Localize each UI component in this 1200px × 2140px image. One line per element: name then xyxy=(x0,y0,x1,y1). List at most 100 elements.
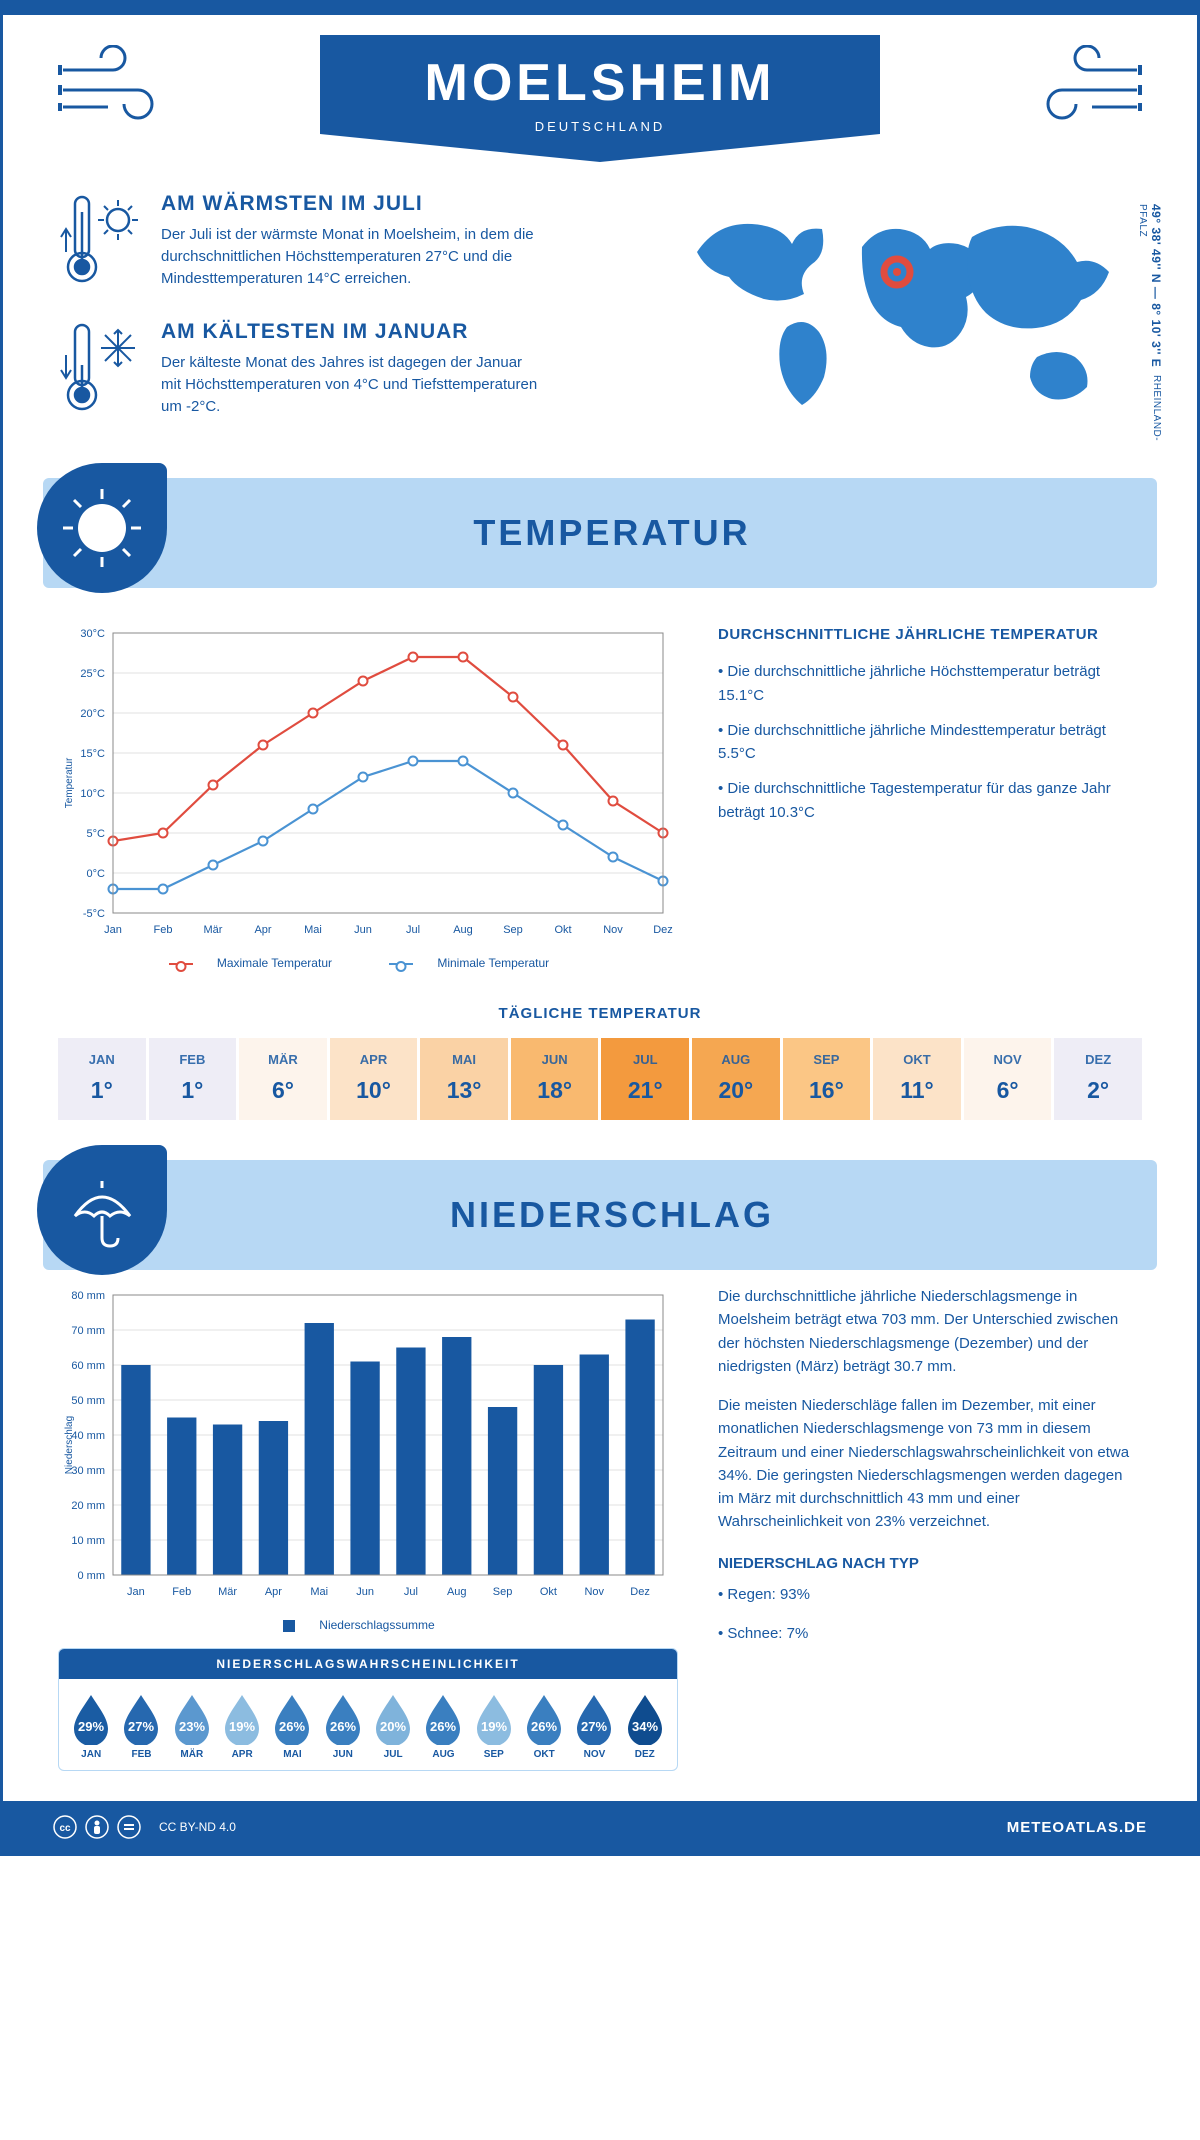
probability-drop: 26%MAI xyxy=(268,1693,316,1760)
svg-text:27%: 27% xyxy=(581,1719,607,1734)
annual-temp-bullet: • Die durchschnittliche jährliche Mindes… xyxy=(718,719,1142,766)
precip-body: 0 mm10 mm20 mm30 mm40 mm50 mm60 mm70 mm8… xyxy=(3,1270,1197,1801)
svg-text:20 mm: 20 mm xyxy=(71,1500,105,1512)
header-area: MOELSHEIM DEUTSCHLAND xyxy=(3,15,1197,162)
svg-text:23%: 23% xyxy=(179,1719,205,1734)
temperature-section-header: TEMPERATUR xyxy=(43,478,1157,588)
daily-temperature-section: TÄGLICHE TEMPERATUR JAN1°FEB1°MÄR6°APR10… xyxy=(3,1005,1197,1150)
svg-text:19%: 19% xyxy=(481,1719,507,1734)
svg-text:80 mm: 80 mm xyxy=(71,1290,105,1302)
svg-text:Jan: Jan xyxy=(104,924,122,936)
svg-text:Okt: Okt xyxy=(540,1586,557,1598)
probability-drop: 26%JUN xyxy=(319,1693,367,1760)
daily-temp-cell: MÄR6° xyxy=(239,1038,327,1120)
annual-temp-title: DURCHSCHNITTLICHE JÄHRLICHE TEMPERATUR xyxy=(718,623,1142,646)
svg-text:-5°C: -5°C xyxy=(83,908,105,920)
svg-text:0 mm: 0 mm xyxy=(78,1570,106,1582)
svg-text:70 mm: 70 mm xyxy=(71,1325,105,1337)
coordinates: 49° 38' 49'' N — 8° 10' 3'' E RHEINLAND-… xyxy=(1135,204,1163,448)
svg-text:Nov: Nov xyxy=(603,924,623,936)
wind-icon xyxy=(58,45,178,130)
svg-text:15°C: 15°C xyxy=(80,748,105,760)
intro-section: AM WÄRMSTEN IM JULI Der Juli ist der wär… xyxy=(3,162,1197,468)
infographic-page: MOELSHEIM DEUTSCHLAND AM WÄRMSTEN IM JUL… xyxy=(0,0,1200,1856)
city-title: MOELSHEIM xyxy=(320,53,880,113)
svg-text:10°C: 10°C xyxy=(80,788,105,800)
svg-text:40 mm: 40 mm xyxy=(71,1430,105,1442)
warm-description: Der Juli ist der wärmste Monat in Moelsh… xyxy=(161,224,541,289)
daily-temp-grid: JAN1°FEB1°MÄR6°APR10°MAI13°JUN18°JUL21°A… xyxy=(58,1038,1142,1120)
annual-temp-bullet: • Die durchschnittliche Tagestemperatur … xyxy=(718,777,1142,824)
temperature-legend: Maximale Temperatur Minimale Temperatur xyxy=(58,956,678,970)
svg-text:30°C: 30°C xyxy=(80,628,105,640)
daily-temp-title: TÄGLICHE TEMPERATUR xyxy=(58,1005,1142,1022)
svg-text:cc: cc xyxy=(59,1823,71,1834)
thermometer-snow-icon xyxy=(53,320,143,420)
nd-icon xyxy=(117,1815,141,1839)
warm-fact: AM WÄRMSTEN IM JULI Der Juli ist der wär… xyxy=(53,192,637,292)
daily-temp-cell: JAN1° xyxy=(58,1038,146,1120)
probability-drop: 27%NOV xyxy=(570,1693,618,1760)
prob-title: NIEDERSCHLAGSWAHRSCHEINLICHKEIT xyxy=(59,1649,677,1679)
cold-description: Der kälteste Monat des Jahres ist dagege… xyxy=(161,352,541,417)
license-text: CC BY-ND 4.0 xyxy=(159,1820,236,1834)
facts-column: AM WÄRMSTEN IM JULI Der Juli ist der wär… xyxy=(53,192,637,448)
title-banner: MOELSHEIM DEUTSCHLAND xyxy=(320,35,880,162)
precip-text-2: Die meisten Niederschläge fallen im Deze… xyxy=(718,1394,1142,1534)
daily-temp-cell: SEP16° xyxy=(783,1038,871,1120)
fact-text: AM KÄLTESTEN IM JANUAR Der kälteste Mona… xyxy=(161,320,541,420)
svg-text:Mär: Mär xyxy=(204,924,223,936)
probability-drop: 23%MÄR xyxy=(168,1693,216,1760)
wind-icon xyxy=(1022,45,1142,130)
svg-text:Niederschlag: Niederschlag xyxy=(64,1416,75,1474)
cold-title: AM KÄLTESTEN IM JANUAR xyxy=(161,320,541,344)
daily-temp-cell: JUL21° xyxy=(601,1038,689,1120)
daily-temp-cell: NOV6° xyxy=(964,1038,1052,1120)
precip-bar-chart: 0 mm10 mm20 mm30 mm40 mm50 mm60 mm70 mm8… xyxy=(58,1285,678,1605)
precip-text-1: Die durchschnittliche jährliche Niedersc… xyxy=(718,1285,1142,1378)
precip-title: NIEDERSCHLAG xyxy=(167,1194,1057,1236)
daily-temp-cell: APR10° xyxy=(330,1038,418,1120)
svg-text:30 mm: 30 mm xyxy=(71,1465,105,1477)
precip-charts: 0 mm10 mm20 mm30 mm40 mm50 mm60 mm70 mm8… xyxy=(58,1285,678,1771)
footer: cc CC BY-ND 4.0 METEOATLAS.DE xyxy=(3,1801,1197,1853)
probability-drop: 29%JAN xyxy=(67,1693,115,1760)
svg-text:26%: 26% xyxy=(330,1719,356,1734)
svg-text:Jun: Jun xyxy=(354,924,372,936)
svg-text:Jan: Jan xyxy=(127,1586,145,1598)
precip-probability-box: NIEDERSCHLAGSWAHRSCHEINLICHKEIT 29%JAN27… xyxy=(58,1648,678,1771)
svg-text:Jun: Jun xyxy=(356,1586,374,1598)
daily-temp-cell: JUN18° xyxy=(511,1038,599,1120)
map-column: 49° 38' 49'' N — 8° 10' 3'' E RHEINLAND-… xyxy=(667,192,1147,448)
probability-drop: 19%SEP xyxy=(470,1693,518,1760)
precip-type-title: NIEDERSCHLAG NACH TYP xyxy=(718,1552,1142,1575)
warm-title: AM WÄRMSTEN IM JULI xyxy=(161,192,541,216)
precip-type-bullet: • Schnee: 7% xyxy=(718,1622,1142,1645)
fact-text: AM WÄRMSTEN IM JULI Der Juli ist der wär… xyxy=(161,192,541,292)
temperature-facts: DURCHSCHNITTLICHE JÄHRLICHE TEMPERATUR •… xyxy=(718,623,1142,970)
svg-text:Mai: Mai xyxy=(310,1586,328,1598)
svg-text:Apr: Apr xyxy=(265,1586,282,1598)
svg-text:Mai: Mai xyxy=(304,924,322,936)
probability-drop: 27%FEB xyxy=(117,1693,165,1760)
country-subtitle: DEUTSCHLAND xyxy=(320,119,880,134)
precip-section-header: NIEDERSCHLAG xyxy=(43,1160,1157,1270)
svg-text:Dez: Dez xyxy=(653,924,673,936)
svg-text:Feb: Feb xyxy=(172,1586,191,1598)
svg-text:34%: 34% xyxy=(632,1719,658,1734)
umbrella-icon xyxy=(37,1145,167,1275)
by-icon xyxy=(85,1815,109,1839)
probability-drop: 19%APR xyxy=(218,1693,266,1760)
svg-text:10 mm: 10 mm xyxy=(71,1535,105,1547)
daily-temp-cell: MAI13° xyxy=(420,1038,508,1120)
svg-text:Jul: Jul xyxy=(404,1586,418,1598)
svg-text:Okt: Okt xyxy=(554,924,571,936)
svg-text:Jul: Jul xyxy=(406,924,420,936)
prob-drops-row: 29%JAN27%FEB23%MÄR19%APR26%MAI26%JUN20%J… xyxy=(59,1679,677,1770)
svg-text:26%: 26% xyxy=(531,1719,557,1734)
svg-text:Nov: Nov xyxy=(584,1586,604,1598)
probability-drop: 34%DEZ xyxy=(621,1693,669,1760)
cc-icon: cc xyxy=(53,1815,77,1839)
daily-temp-cell: AUG20° xyxy=(692,1038,780,1120)
svg-text:19%: 19% xyxy=(229,1719,255,1734)
